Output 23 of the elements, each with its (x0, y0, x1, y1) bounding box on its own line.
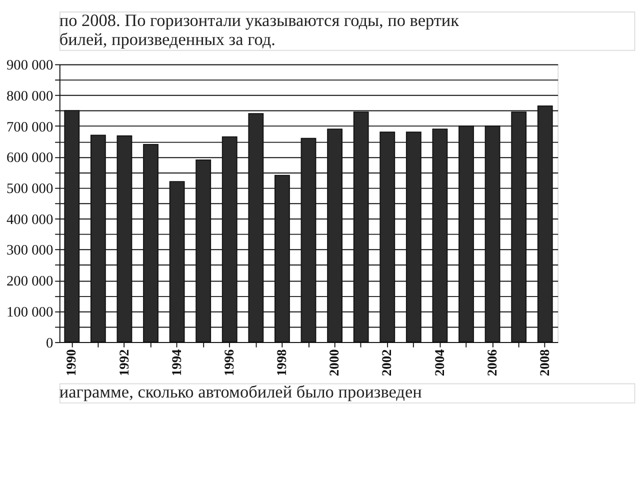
y-tick-label: 200 000 (6, 274, 54, 290)
x-tick-label: 2004 (432, 348, 447, 376)
y-tick-label: 600 000 (6, 150, 54, 166)
y-tick-label: 500 000 (6, 181, 54, 197)
y-tick-label: 900 000 (6, 58, 54, 74)
text: билей, произведенных за год. (59, 30, 276, 50)
x-tick-label: 2008 (536, 348, 552, 376)
y-tick-label: 300 000 (6, 242, 54, 259)
x-tick-label: 1992 (116, 348, 132, 376)
x-tick-label: 1998 (274, 348, 290, 376)
x-tick-label: 1994 (168, 348, 184, 376)
x-tick-label: 1990 (64, 348, 79, 376)
y-tick-label: 0 (46, 335, 54, 352)
y-tick-label: 800 000 (6, 88, 54, 104)
y-tick-label: 700 000 (6, 119, 54, 136)
x-tick-label: 2006 (484, 348, 500, 376)
text: по 2008. По горизонтали указываются годы, по вертик (59, 10, 460, 30)
y-tick-label: 100 000 (6, 304, 54, 320)
x-tick-label: 2000 (326, 348, 342, 376)
x-tick-label: 2002 (379, 348, 394, 376)
text: иаграмме, сколько автомобилей было произведен (59, 382, 422, 402)
x-tick-label: 1996 (221, 348, 236, 376)
y-tick-label: 400 000 (6, 212, 54, 228)
